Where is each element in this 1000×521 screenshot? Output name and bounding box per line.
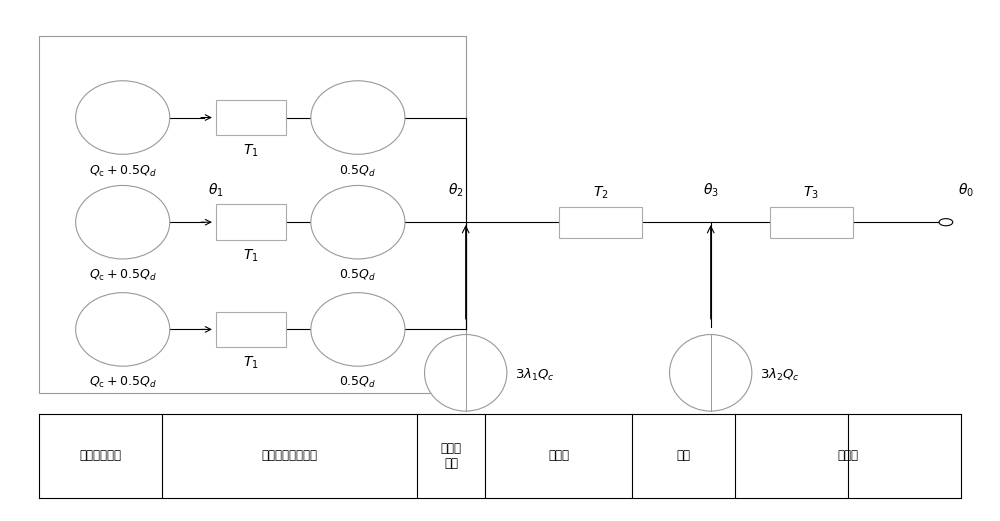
Ellipse shape bbox=[311, 81, 405, 154]
Ellipse shape bbox=[311, 185, 405, 259]
Circle shape bbox=[939, 219, 953, 226]
Text: 外护套: 外护套 bbox=[837, 449, 858, 462]
Text: $\theta_1$: $\theta_1$ bbox=[208, 182, 224, 199]
Text: 金属屏
蔽层: 金属屏 蔽层 bbox=[440, 442, 461, 470]
Bar bbox=[216, 312, 286, 348]
Text: $\theta_0$: $\theta_0$ bbox=[958, 182, 973, 199]
Text: $3\lambda_2 Q_c$: $3\lambda_2 Q_c$ bbox=[760, 367, 800, 383]
Text: 绵缘及绵缘屏蔽层: 绵缘及绵缘屏蔽层 bbox=[261, 449, 317, 462]
Bar bbox=[39, 36, 466, 393]
Ellipse shape bbox=[76, 81, 170, 154]
Ellipse shape bbox=[311, 293, 405, 366]
Text: $T_2$: $T_2$ bbox=[593, 184, 608, 201]
Text: $T_1$: $T_1$ bbox=[243, 355, 259, 371]
Ellipse shape bbox=[76, 293, 170, 366]
Text: 镖装: 镖装 bbox=[677, 449, 691, 462]
Text: 导体及内屏蔽: 导体及内屏蔽 bbox=[80, 449, 122, 462]
Text: $Q_{\rm c}+0.5Q_d$: $Q_{\rm c}+0.5Q_d$ bbox=[89, 164, 157, 179]
Bar bbox=[559, 207, 642, 238]
Text: $T_1$: $T_1$ bbox=[243, 248, 259, 264]
Bar bbox=[216, 100, 286, 135]
Text: $0.5Q_d$: $0.5Q_d$ bbox=[339, 268, 377, 283]
Text: $\theta_2$: $\theta_2$ bbox=[448, 182, 464, 199]
Text: $0.5Q_d$: $0.5Q_d$ bbox=[339, 375, 377, 390]
Ellipse shape bbox=[76, 185, 170, 259]
Text: $3\lambda_1 Q_c$: $3\lambda_1 Q_c$ bbox=[515, 367, 555, 383]
Bar bbox=[770, 207, 853, 238]
Text: $T_1$: $T_1$ bbox=[243, 143, 259, 159]
Ellipse shape bbox=[425, 334, 507, 411]
Ellipse shape bbox=[670, 334, 752, 411]
Text: $0.5Q_d$: $0.5Q_d$ bbox=[339, 164, 377, 179]
Text: $T_3$: $T_3$ bbox=[803, 184, 819, 201]
Text: $Q_{\rm c}+0.5Q_d$: $Q_{\rm c}+0.5Q_d$ bbox=[89, 268, 157, 283]
Bar bbox=[216, 204, 286, 240]
Text: $Q_{\rm c}+0.5Q_d$: $Q_{\rm c}+0.5Q_d$ bbox=[89, 375, 157, 390]
Text: $\theta_3$: $\theta_3$ bbox=[703, 182, 719, 199]
Text: 内衬层: 内衬层 bbox=[548, 449, 569, 462]
